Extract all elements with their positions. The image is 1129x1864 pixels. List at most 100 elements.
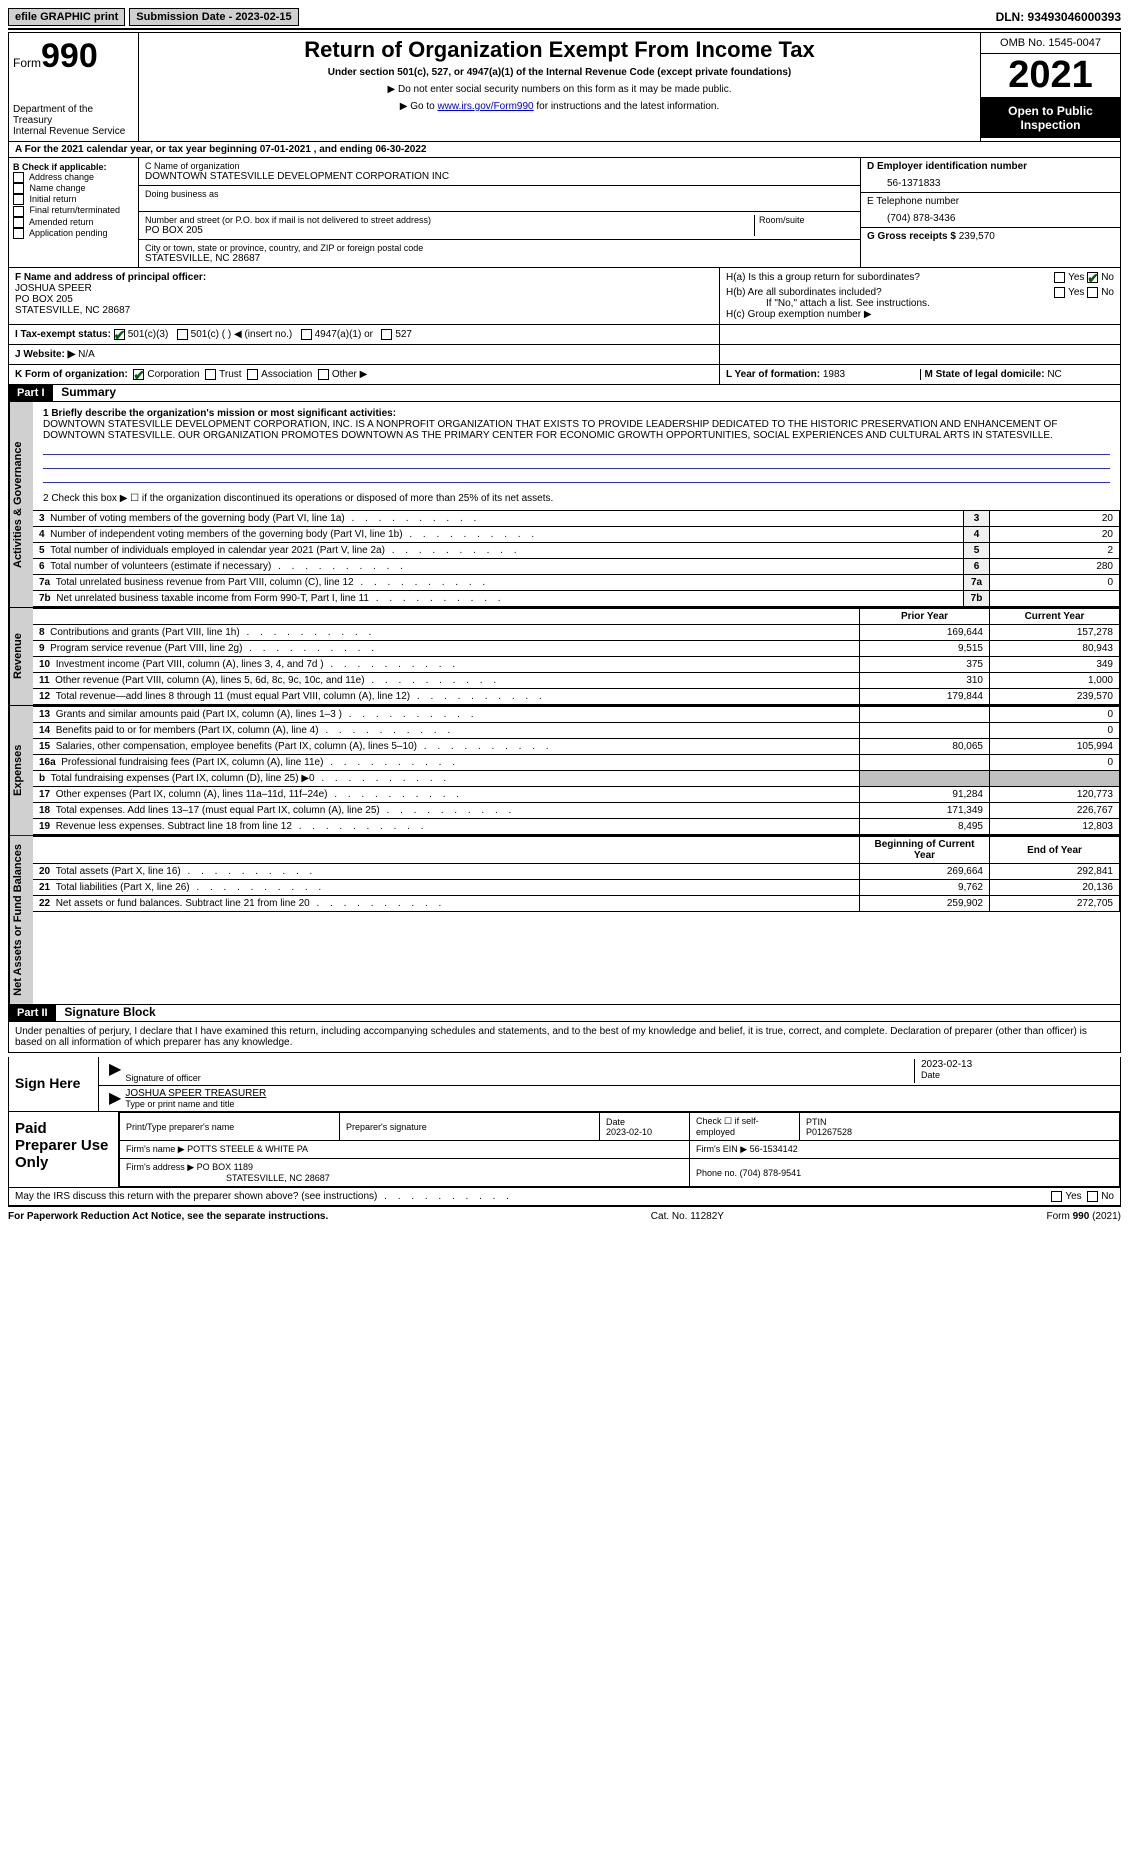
tax-year: 2021 <box>981 54 1120 98</box>
trust-checkbox[interactable] <box>205 369 216 380</box>
colb-checkbox[interactable] <box>13 217 24 228</box>
ein-label: D Employer identification number <box>867 161 1027 172</box>
colb-checkbox[interactable] <box>13 183 24 194</box>
other-checkbox[interactable] <box>318 369 329 380</box>
submission-date: Submission Date - 2023-02-15 <box>129 8 298 26</box>
irs-label: Internal Revenue Service <box>13 126 134 137</box>
assoc-checkbox[interactable] <box>247 369 258 380</box>
info-grid: B Check if applicable: Address change Na… <box>8 158 1121 268</box>
discuss-no-checkbox[interactable] <box>1087 1191 1098 1202</box>
hb-no-checkbox[interactable] <box>1087 287 1098 298</box>
part2-header: Part II <box>9 1005 56 1021</box>
table-netassets: Beginning of Current YearEnd of Year20 T… <box>33 836 1120 912</box>
colb-checkbox[interactable] <box>13 172 24 183</box>
ha-label: H(a) Is this a group return for subordin… <box>726 272 1054 283</box>
table-expenses: 13 Grants and similar amounts paid (Part… <box>33 706 1120 835</box>
self-employed-check[interactable]: Check ☐ if self-employed <box>690 1113 800 1141</box>
may-irs-discuss: May the IRS discuss this return with the… <box>15 1191 1051 1202</box>
sig-officer-label: Signature of officer <box>125 1073 914 1083</box>
colb-checkbox[interactable] <box>13 228 24 239</box>
officer-addr2: STATESVILLE, NC 28687 <box>15 305 130 316</box>
goto-note: Go to www.irs.gov/Form990 for instructio… <box>149 101 970 112</box>
year-formation-label: L Year of formation: <box>726 369 820 380</box>
omb-number: OMB No. 1545-0047 <box>981 33 1120 54</box>
vlabel-expenses: Expenses <box>9 706 33 835</box>
firm-addr-label: Firm's address ▶ <box>126 1162 194 1172</box>
table-activities: 3 Number of voting members of the govern… <box>33 510 1120 607</box>
city-label: City or town, state or province, country… <box>145 243 854 253</box>
form-header: Form990 Department of the Treasury Inter… <box>8 32 1121 142</box>
discuss-yes-checkbox[interactable] <box>1051 1191 1062 1202</box>
hc-label: H(c) Group exemption number ▶ <box>726 309 1114 320</box>
mission-label: 1 Briefly describe the organization's mi… <box>43 408 396 419</box>
527-checkbox[interactable] <box>381 329 392 340</box>
vlabel-netassets: Net Assets or Fund Balances <box>9 836 33 1004</box>
4947-checkbox[interactable] <box>301 329 312 340</box>
form-subtitle: Under section 501(c), 527, or 4947(a)(1)… <box>149 67 970 78</box>
form-org-label: K Form of organization: <box>15 369 128 380</box>
sig-arrow-icon-2: ▶ <box>105 1088 125 1109</box>
firm-phone-label: Phone no. <box>696 1168 737 1178</box>
hb-yes-checkbox[interactable] <box>1054 287 1065 298</box>
ein-value: 56-1371833 <box>867 178 1114 189</box>
website-value: N/A <box>78 349 95 360</box>
dba-label: Doing business as <box>145 189 854 199</box>
domicile-label: M State of legal domicile: <box>925 369 1045 380</box>
corp-checkbox[interactable] <box>133 369 144 380</box>
firm-ein: 56-1534142 <box>750 1144 798 1154</box>
year-formation: 1983 <box>823 369 845 380</box>
ptin-value: P01267528 <box>806 1127 852 1137</box>
officer-addr1: PO BOX 205 <box>15 294 73 305</box>
colb-checkbox[interactable] <box>13 194 24 205</box>
ha-yes-checkbox[interactable] <box>1054 272 1065 283</box>
domicile-state: NC <box>1047 369 1061 380</box>
line2-discontinued: 2 Check this box ▶ ☐ if the organization… <box>43 493 1110 504</box>
open-inspection: Open to Public Inspection <box>981 98 1120 138</box>
mission-text: DOWNTOWN STATESVILLE DEVELOPMENT CORPORA… <box>43 419 1057 441</box>
tax-status-label: I Tax-exempt status: <box>15 329 111 340</box>
prep-date-label: Date <box>606 1117 625 1127</box>
gross-label: G Gross receipts $ <box>867 231 956 242</box>
prep-sig-label: Preparer's signature <box>346 1122 427 1132</box>
addr-label: Number and street (or P.O. box if mail i… <box>145 215 754 225</box>
firm-city: STATESVILLE, NC 28687 <box>126 1173 330 1183</box>
form-title: Return of Organization Exempt From Incom… <box>149 37 970 63</box>
firm-name-label: Firm's name ▶ <box>126 1144 185 1154</box>
vlabel-activities: Activities & Governance <box>9 402 33 607</box>
paid-preparer-label: Paid Preparer Use Only <box>9 1112 119 1187</box>
efile-print-button[interactable]: efile GRAPHIC print <box>8 8 125 26</box>
paperwork-notice: For Paperwork Reduction Act Notice, see … <box>8 1211 328 1222</box>
sig-arrow-icon: ▶ <box>105 1059 125 1083</box>
hb-label: H(b) Are all subordinates included? <box>726 287 1054 298</box>
org-name: DOWNTOWN STATESVILLE DEVELOPMENT CORPORA… <box>145 171 854 182</box>
phone-value: (704) 878-3436 <box>867 213 1114 224</box>
officer-printed-name: JOSHUA SPEER TREASURER <box>125 1088 1114 1099</box>
sign-here-label: Sign Here <box>9 1057 99 1111</box>
org-name-label: C Name of organization <box>145 161 854 171</box>
city-state-zip: STATESVILLE, NC 28687 <box>145 253 854 264</box>
ptin-label: PTIN <box>806 1117 827 1127</box>
prep-name-label: Print/Type preparer's name <box>126 1122 234 1132</box>
hb-note: If "No," attach a list. See instructions… <box>726 298 1114 309</box>
501c3-checkbox[interactable] <box>114 329 125 340</box>
phone-label: E Telephone number <box>867 196 1114 207</box>
table-revenue: Prior YearCurrent Year8 Contributions an… <box>33 608 1120 705</box>
firm-ein-label: Firm's EIN ▶ <box>696 1144 747 1154</box>
colb-checkbox[interactable] <box>13 206 24 217</box>
officer-label: F Name and address of principal officer: <box>15 272 206 283</box>
irs-link[interactable]: www.irs.gov/Form990 <box>437 101 533 112</box>
form-number: 990 <box>41 37 98 75</box>
top-bar: efile GRAPHIC print Submission Date - 20… <box>8 8 1121 26</box>
form-footer: Form 990 (2021) <box>1047 1211 1121 1222</box>
firm-addr: PO BOX 1189 <box>197 1162 253 1172</box>
type-name-label: Type or print name and title <box>125 1099 1114 1109</box>
gross-receipts: 239,570 <box>959 231 995 242</box>
ha-no-checkbox[interactable] <box>1087 272 1098 283</box>
form-label: Form <box>13 56 41 70</box>
dept-treasury: Department of the Treasury <box>13 104 134 126</box>
date-label: Date <box>921 1070 1114 1080</box>
ssn-note: Do not enter social security numbers on … <box>149 84 970 95</box>
part2-title: Signature Block <box>58 1005 155 1019</box>
part1-header: Part I <box>9 385 53 401</box>
501c-checkbox[interactable] <box>177 329 188 340</box>
